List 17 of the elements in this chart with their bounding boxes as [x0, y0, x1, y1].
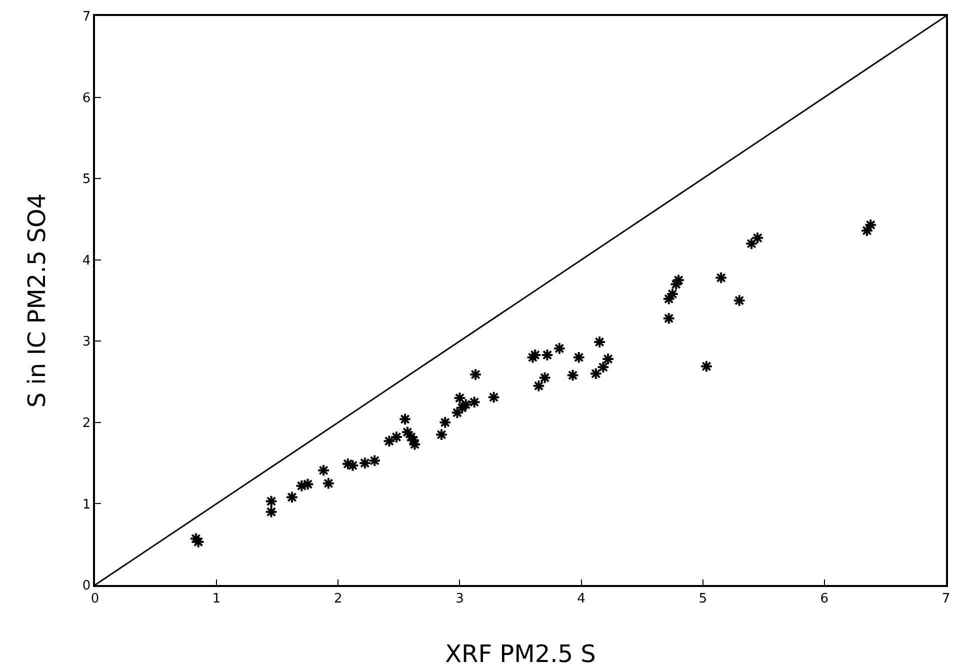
y-tick-label: 2 — [82, 416, 91, 431]
y-tick-label: 5 — [82, 172, 91, 188]
y-tick-label: 3 — [82, 334, 91, 350]
y-tick-label: 0 — [82, 578, 91, 594]
x-tick-label: 4 — [577, 591, 586, 606]
x-tick-label: 6 — [820, 591, 829, 606]
x-tick-label: 1 — [212, 591, 221, 606]
y-tick-label: 4 — [82, 253, 91, 268]
x-tick-label: 7 — [942, 591, 950, 606]
y-axis-title: S in IC PM2.5 SO4 — [22, 193, 51, 408]
y-tick-label: 7 — [82, 10, 91, 25]
x-axis-title: XRF PM2.5 S — [445, 640, 596, 668]
y-tick-label: 1 — [82, 497, 91, 512]
y-tick-label: 6 — [82, 90, 91, 106]
x-tick-label: 5 — [698, 591, 707, 606]
x-tick-label: 2 — [334, 591, 342, 606]
x-tick-label: 3 — [456, 591, 464, 606]
